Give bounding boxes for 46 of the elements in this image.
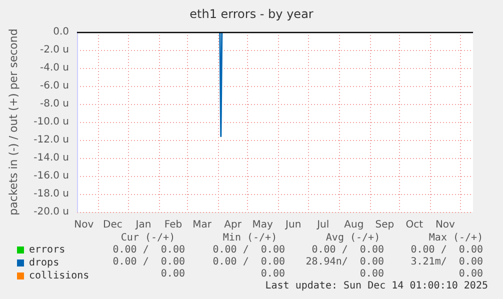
y-tick-label: 0.0 <box>53 26 69 38</box>
y-tick-label: -16.0 u <box>34 170 69 182</box>
text: 0.00 / 0.00 <box>112 244 185 256</box>
text: Cur (-/+) <box>120 232 176 244</box>
x-tick-label: Dec <box>103 220 122 230</box>
x-tick-label: Mar <box>192 220 212 230</box>
x-tick-label: Nov <box>74 220 94 230</box>
y-axis-title: packets in (-) / out (+) per second <box>7 28 20 216</box>
text: 0.00 / 0.00 <box>410 244 483 256</box>
text: 0.00 <box>360 268 384 280</box>
x-tick-label: Sep <box>375 220 394 230</box>
text: 0.00 / 0.00 <box>212 244 285 256</box>
text: 0.00 <box>458 268 483 280</box>
text: 0.00 <box>160 268 185 280</box>
y-tick-label: -12.0 u <box>34 134 69 146</box>
text: Last update: Sun Dec 14 01:00:10 2025 <box>265 280 488 292</box>
x-tick-label: Aug <box>344 220 364 230</box>
y-tick-label: -6.0 u <box>40 80 69 92</box>
text: 0.00 / 0.00 <box>212 256 285 268</box>
text: Avg (-/+) <box>326 232 380 244</box>
x-tick-label: Oct <box>406 220 424 230</box>
y-tick-label: -8.0 u <box>40 98 69 110</box>
y-tick-label: -2.0 u <box>40 44 69 56</box>
x-tick-label: Jun <box>284 220 302 230</box>
text: Min (-/+) <box>222 232 278 244</box>
x-tick-label: Apr <box>224 220 242 230</box>
y-tick-label: -20.0 u <box>34 206 69 218</box>
legend-label: drops <box>29 258 60 268</box>
legend-label: errors <box>29 244 66 256</box>
text: 0.00 / 0.00 <box>312 244 384 256</box>
text: 3.21m/ 0.00 <box>410 256 483 268</box>
text: 28.94n/ 0.00 <box>306 256 384 268</box>
x-tick-label: Jul <box>316 220 330 230</box>
text: Max (-/+) <box>428 232 484 244</box>
chart-title: eth1 errors - by year <box>190 7 314 21</box>
x-tick-label: Jan <box>134 220 152 230</box>
y-tick-label: -4.0 u <box>40 62 69 74</box>
x-tick-label: Feb <box>164 220 182 230</box>
legend-label: collisions <box>29 270 90 282</box>
text: 0.00 <box>260 268 285 280</box>
x-tick-label: May <box>252 220 274 230</box>
x-tick-label: Nov <box>435 220 456 230</box>
y-tick-label: -10.0 u <box>34 116 69 128</box>
y-tick-label: -14.0 u <box>34 152 69 164</box>
text: 0.00 / 0.00 <box>112 256 185 268</box>
y-tick-label: -18.0 u <box>34 188 69 200</box>
